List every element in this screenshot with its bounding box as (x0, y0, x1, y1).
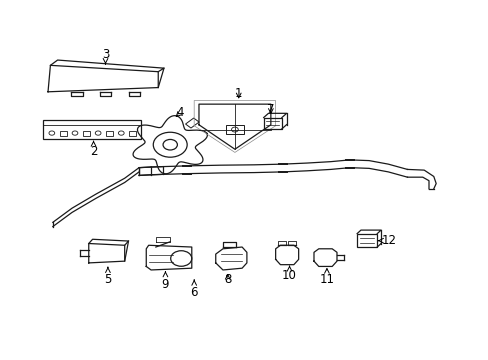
Text: 2: 2 (90, 141, 97, 158)
Bar (185, 118, 199, 128)
Text: 7: 7 (266, 103, 274, 116)
Bar (129, 131, 136, 136)
Text: 6: 6 (190, 280, 198, 299)
Text: 9: 9 (162, 272, 169, 291)
Text: 3: 3 (102, 48, 109, 64)
Text: 5: 5 (104, 267, 111, 286)
Text: 10: 10 (282, 266, 296, 283)
Text: 12: 12 (378, 234, 396, 247)
Bar (83, 131, 90, 136)
Bar (106, 131, 113, 136)
Text: 11: 11 (319, 269, 334, 286)
Bar (226, 125, 243, 134)
Text: 1: 1 (235, 87, 242, 100)
Text: 8: 8 (224, 273, 231, 286)
Text: 4: 4 (176, 107, 183, 120)
Bar (43, 120, 141, 139)
Bar (356, 234, 376, 247)
Bar (60, 131, 67, 136)
